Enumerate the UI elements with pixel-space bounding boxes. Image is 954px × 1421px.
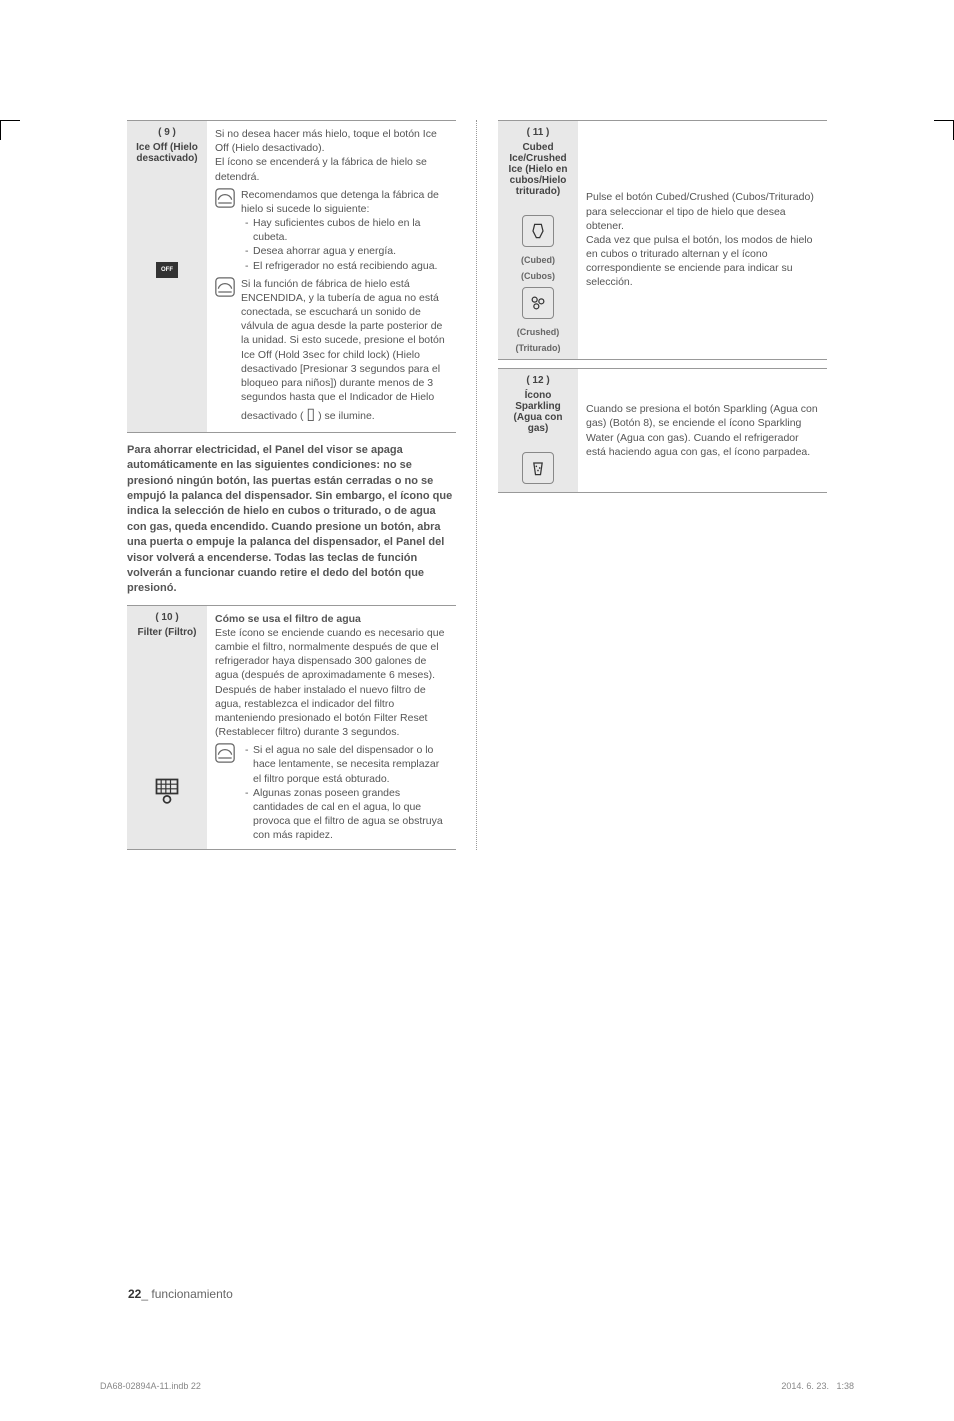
print-date: 2014. 6. 23. — [781, 1381, 829, 1391]
item-11-body: Pulse el botón Cubed/Crushed (Cubos/Trit… — [578, 121, 827, 359]
item-12: ( 12 ) Ícono Sparkling (Agua con gas) Cu… — [498, 368, 827, 493]
item-10-body: Cómo se usa el filtro de agua Este ícono… — [207, 606, 456, 849]
item-10-title: Filter (Filtro) — [138, 627, 197, 638]
cubed-ice-icon — [522, 215, 554, 247]
item-10-note-b2: Algunas zonas poseen grandes cantidades … — [241, 786, 448, 843]
item-9-title: Ice Off (Hielo desactivado) — [131, 142, 203, 164]
item-12-num: ( 12 ) — [526, 375, 549, 386]
item-10-text: Este ícono se enciende cuando es necesar… — [215, 626, 448, 739]
item-11-body1: Pulse el botón Cubed/Crushed (Cubos/Trit… — [586, 190, 819, 233]
right-column: ( 11 ) Cubed Ice/Crushed Ice (Hielo en c… — [498, 120, 827, 850]
note-icon — [215, 743, 235, 763]
cubed-en: (Cubed) — [521, 255, 555, 265]
item-9-note2: Si la función de fábrica de hielo está E… — [241, 278, 445, 423]
footer-page: 22 — [128, 1287, 141, 1301]
crushed-es: (Triturado) — [516, 343, 561, 353]
page-content: ( 9 ) Ice Off (Hielo desactivado) OFF Si… — [127, 120, 827, 850]
filter-icon — [153, 776, 181, 804]
print-file: DA68-02894A-11.indb 22 — [100, 1381, 201, 1391]
item-10-num: ( 10 ) — [155, 612, 178, 623]
item-11-label: ( 11 ) Cubed Ice/Crushed Ice (Hielo en c… — [498, 121, 578, 359]
item-11-body2: Cada vez que pulsa el botón, los modos d… — [586, 233, 819, 290]
print-footer: DA68-02894A-11.indb 22 2014. 6. 23. 1:38 — [100, 1381, 854, 1391]
note-icon — [215, 188, 235, 208]
mid-paragraph: Para ahorrar electricidad, el Panel del … — [127, 443, 456, 597]
cubed-es: (Cubos) — [521, 271, 555, 281]
item-12-title: Ícono Sparkling (Agua con gas) — [502, 390, 574, 434]
item-9-note1-b2: Desea ahorrar agua y energía. — [241, 244, 448, 258]
item-10-note-b1: Si el agua no sale del dispensador o lo … — [241, 743, 448, 786]
off-icon: OFF — [156, 262, 178, 278]
print-time: 1:38 — [836, 1381, 854, 1391]
item-10-heading: Cómo se usa el filtro de agua — [215, 612, 448, 626]
item-11-title: Cubed Ice/Crushed Ice (Hielo en cubos/Hi… — [502, 142, 574, 197]
ice-off-glyph-icon: ▯ — [306, 404, 315, 426]
item-9-num: ( 9 ) — [158, 127, 176, 138]
page-footer: 22_ funcionamiento — [128, 1287, 233, 1301]
item-10: ( 10 ) Filter (Filtro) Cómo se usa el fi… — [127, 605, 456, 850]
item-11-num: ( 11 ) — [527, 127, 550, 138]
item-9-note2-tail: ) se ilumine. — [318, 410, 375, 422]
item-9-note1-b3: El refrigerador no está recibiendo agua. — [241, 259, 448, 273]
left-column: ( 9 ) Ice Off (Hielo desactivado) OFF Si… — [127, 120, 456, 850]
item-9-note1-lead: Recomendamos que detenga la fábrica de h… — [241, 188, 448, 216]
item-10-label: ( 10 ) Filter (Filtro) — [127, 606, 207, 849]
item-12-label: ( 12 ) Ícono Sparkling (Agua con gas) — [498, 369, 578, 492]
footer-section: funcionamiento — [148, 1287, 233, 1301]
sparkling-water-icon — [522, 452, 554, 484]
item-9: ( 9 ) Ice Off (Hielo desactivado) OFF Si… — [127, 120, 456, 433]
crushed-ice-icon — [522, 287, 554, 319]
item-9-body: Si no desea hacer más hielo, toque el bo… — [207, 121, 456, 432]
item-9-note1-b1: Hay suficientes cubos de hielo en la cub… — [241, 216, 448, 244]
item-12-body: Cuando se presiona el botón Sparkling (A… — [578, 369, 827, 492]
item-9-label: ( 9 ) Ice Off (Hielo desactivado) OFF — [127, 121, 207, 432]
note-icon — [215, 277, 235, 297]
column-divider — [476, 120, 478, 850]
item-9-body2: El ícono se encenderá y la fábrica de hi… — [215, 155, 448, 183]
item-9-body1: Si no desea hacer más hielo, toque el bo… — [215, 127, 448, 155]
crushed-en: (Crushed) — [517, 327, 560, 337]
item-12-text: Cuando se presiona el botón Sparkling (A… — [586, 402, 819, 459]
item-11: ( 11 ) Cubed Ice/Crushed Ice (Hielo en c… — [498, 120, 827, 360]
